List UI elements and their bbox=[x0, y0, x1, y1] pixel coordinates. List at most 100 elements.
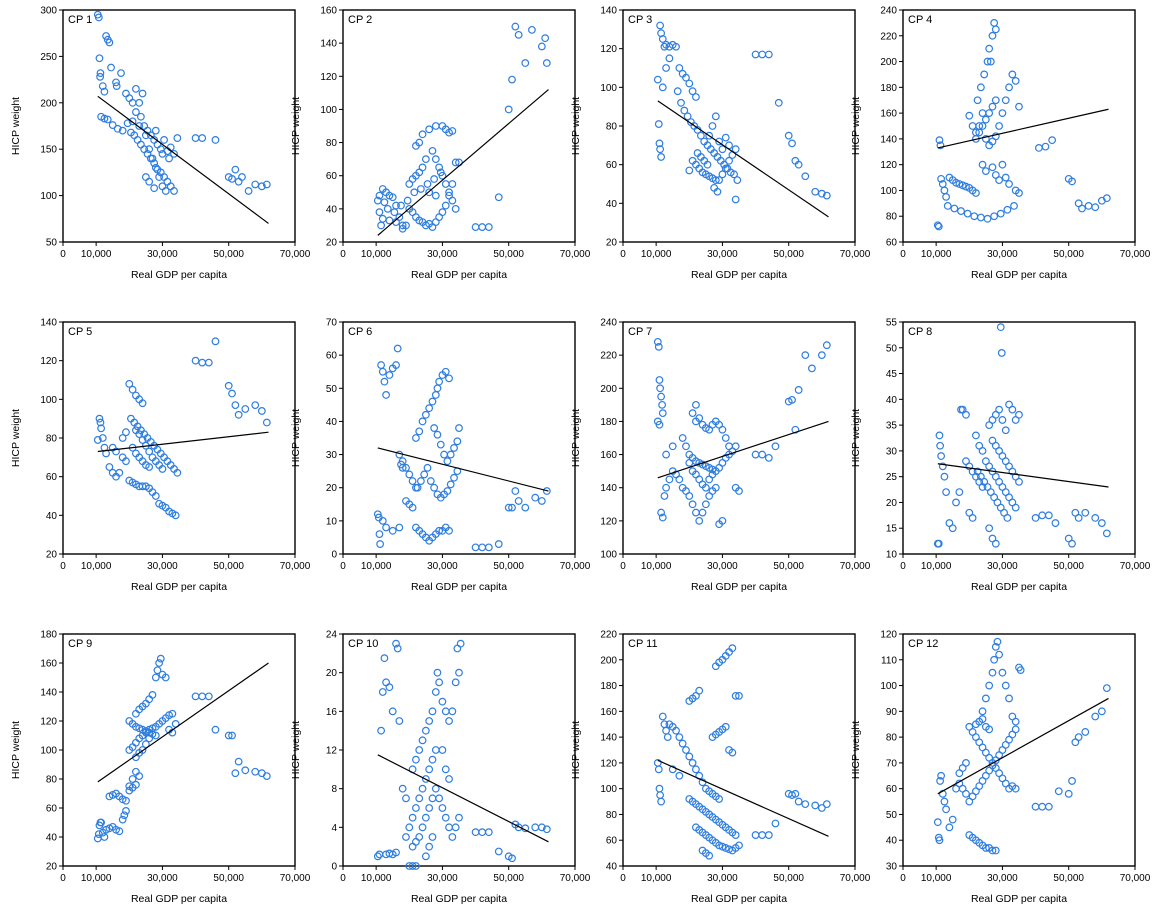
data-point bbox=[138, 89, 147, 98]
data-point bbox=[425, 125, 434, 134]
data-point bbox=[415, 833, 424, 841]
data-point bbox=[96, 418, 105, 427]
data-point bbox=[1051, 519, 1060, 527]
y-tick-label: 45 bbox=[886, 369, 898, 380]
data-point bbox=[811, 187, 820, 196]
data-point bbox=[433, 668, 442, 677]
data-point bbox=[696, 131, 705, 140]
data-point bbox=[117, 69, 125, 78]
data-point bbox=[983, 57, 992, 66]
data-point bbox=[996, 209, 1005, 218]
data-point bbox=[494, 847, 503, 856]
y-tick-label: 40 bbox=[326, 204, 338, 215]
data-point bbox=[937, 174, 946, 183]
data-point bbox=[151, 492, 160, 500]
data-point bbox=[788, 395, 796, 404]
data-point bbox=[153, 666, 162, 675]
data-point bbox=[985, 524, 994, 533]
y-tick-label: 40 bbox=[326, 417, 338, 428]
data-point bbox=[402, 794, 410, 803]
data-point bbox=[672, 42, 680, 51]
data-point bbox=[173, 134, 182, 142]
y-tick-label: 140 bbox=[320, 39, 337, 50]
data-point bbox=[132, 108, 140, 116]
data-point bbox=[508, 75, 516, 84]
data-point bbox=[537, 497, 546, 505]
x-tick-label: 70,000 bbox=[560, 561, 591, 572]
data-point bbox=[998, 160, 1007, 169]
x-axis-label: Real GDP per capita bbox=[971, 269, 1067, 281]
x-tick-label: 50,000 bbox=[773, 873, 804, 884]
data-point bbox=[998, 668, 1007, 677]
data-point bbox=[735, 487, 743, 495]
data-point bbox=[392, 361, 400, 369]
x-tick-label: 30,000 bbox=[147, 873, 178, 884]
y-tick-label: 200 bbox=[40, 98, 57, 109]
data-point bbox=[433, 384, 442, 393]
data-point bbox=[1001, 96, 1010, 105]
data-point bbox=[978, 707, 987, 716]
data-point bbox=[112, 447, 120, 456]
y-tick-label: 50 bbox=[46, 238, 58, 249]
data-point bbox=[962, 410, 970, 419]
data-point bbox=[95, 54, 104, 63]
scatter-panel-11: 0 10,000 30,000 50,000 70,000 40 60 80 100 120 140… bbox=[570, 630, 871, 906]
y-tick-label: 80 bbox=[326, 138, 338, 149]
data-point bbox=[733, 176, 742, 185]
data-point bbox=[978, 160, 987, 169]
data-point bbox=[388, 707, 397, 716]
data-point bbox=[1016, 666, 1025, 674]
data-point bbox=[1091, 203, 1100, 212]
data-point bbox=[125, 379, 134, 388]
data-point bbox=[376, 540, 385, 548]
data-point bbox=[794, 386, 803, 394]
data-point bbox=[656, 791, 665, 800]
x-tick-label: 0 bbox=[900, 561, 906, 572]
y-tick-label: 120 bbox=[880, 160, 897, 171]
trend-line bbox=[937, 463, 1109, 488]
data-point bbox=[995, 122, 1004, 130]
data-point bbox=[95, 414, 104, 423]
data-point bbox=[211, 136, 220, 144]
data-point bbox=[955, 488, 964, 497]
data-point bbox=[990, 212, 999, 221]
data-point bbox=[402, 463, 410, 472]
data-point bbox=[822, 191, 831, 200]
data-point bbox=[431, 122, 440, 130]
panel-title: CP 10 bbox=[348, 638, 378, 650]
data-point bbox=[113, 124, 122, 133]
trend-line bbox=[937, 697, 1109, 795]
data-point bbox=[728, 748, 737, 757]
data-point bbox=[653, 75, 662, 84]
data-point bbox=[448, 833, 457, 841]
data-point bbox=[943, 202, 952, 210]
scatter-panel-1: 0 10,000 30,000 50,000 70,000 50 100 150 200 250 3… bbox=[10, 6, 311, 282]
data-point bbox=[675, 475, 684, 484]
data-point bbox=[431, 155, 440, 164]
data-point bbox=[521, 503, 530, 512]
y-tick-label: 20 bbox=[326, 238, 338, 249]
scatter-panel-9: 0 10,000 30,000 50,000 70,000 20 40 60 80 100 120 1… bbox=[10, 630, 311, 906]
data-point bbox=[1015, 102, 1023, 111]
data-point bbox=[415, 138, 424, 147]
y-tick-label: 120 bbox=[40, 717, 57, 728]
data-point bbox=[228, 389, 236, 398]
data-point bbox=[735, 691, 743, 700]
y-tick-label: 70 bbox=[326, 318, 338, 329]
y-tick-label: 240 bbox=[600, 318, 617, 329]
data-point bbox=[115, 468, 124, 477]
data-point bbox=[688, 87, 697, 96]
data-point bbox=[937, 771, 946, 780]
y-tick-label: 110 bbox=[881, 655, 897, 666]
data-point bbox=[708, 470, 717, 479]
x-tick-label: 70,000 bbox=[1120, 873, 1151, 884]
data-point bbox=[161, 187, 170, 195]
data-point bbox=[988, 668, 997, 677]
data-point bbox=[654, 342, 663, 351]
data-point bbox=[991, 642, 1000, 651]
data-point bbox=[1097, 519, 1106, 527]
y-tick-label: 250 bbox=[40, 52, 57, 63]
data-point bbox=[148, 691, 157, 699]
data-point bbox=[1011, 717, 1020, 726]
data-point bbox=[403, 196, 412, 205]
